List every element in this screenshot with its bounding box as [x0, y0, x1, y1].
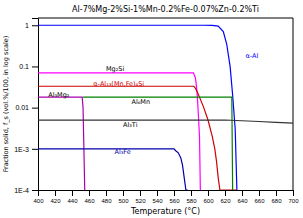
annotation: α-Al — [245, 52, 258, 60]
x-tick: 420 — [50, 190, 61, 204]
x-tick-label: 660 — [254, 198, 265, 204]
y-tick: 0.1 — [19, 63, 38, 70]
x-tick: 660 — [254, 190, 265, 204]
x-tick-label: 420 — [50, 198, 61, 204]
series-line — [38, 73, 200, 190]
x-tick: 520 — [135, 190, 146, 204]
annotation: α-Al₁₃(Mn,Fe)₄Si — [93, 80, 144, 88]
y-tick-mark — [32, 108, 38, 109]
series-line — [38, 25, 237, 190]
x-tick: 640 — [237, 190, 248, 204]
x-tick-mark — [106, 190, 107, 196]
y-tick-mark — [32, 190, 38, 191]
x-tick: 580 — [186, 190, 197, 204]
x-tick: 480 — [101, 190, 112, 204]
series-line — [83, 97, 233, 190]
y-tick-mark — [32, 149, 38, 150]
x-tick-mark — [293, 190, 294, 196]
series-line — [38, 97, 85, 190]
x-tick: 440 — [67, 190, 78, 204]
y-tick: 1E-3 — [14, 146, 38, 153]
x-tick-mark — [208, 190, 209, 196]
y-axis-title: Fraction solid, f_s (vol.%/100, in log s… — [2, 36, 10, 173]
x-tick-label: 620 — [220, 198, 231, 204]
y-tick: 0.01 — [15, 104, 38, 111]
x-tick-label: 520 — [135, 198, 146, 204]
series-line — [38, 120, 293, 123]
x-tick: 700 — [288, 190, 299, 204]
x-axis: 400 420 440 460 480 500 520 540 560 580 600 620 640 6… — [33, 190, 299, 204]
x-axis-title: Temperature (°C) — [130, 207, 200, 216]
y-tick-label: 1 — [25, 22, 29, 29]
x-tick: 500 — [118, 190, 129, 204]
x-tick-label: 600 — [203, 198, 214, 204]
lines — [38, 25, 293, 190]
y-tick-label: 0.01 — [15, 104, 29, 111]
x-tick-label: 460 — [84, 198, 95, 204]
x-tick-mark — [89, 190, 90, 196]
x-tick-mark — [55, 190, 56, 196]
frame-right — [293, 18, 294, 190]
x-tick-label: 680 — [271, 198, 282, 204]
x-tick-mark — [242, 190, 243, 196]
annotation: Al₃Fe — [115, 148, 131, 156]
x-tick-label: 560 — [169, 198, 180, 204]
annotation: Al₃Ti — [123, 121, 138, 129]
x-tick: 540 — [152, 190, 163, 204]
title: Al-7%Mg-2%Si-1%Mn-0.2%Fe-0.07%Zn-0.2%Ti — [72, 5, 259, 14]
x-tick-label: 700 — [288, 198, 299, 204]
x-tick-label: 540 — [152, 198, 163, 204]
x-tick-mark — [191, 190, 192, 196]
x-tick: 560 — [169, 190, 180, 204]
y-axis-line — [32, 19, 39, 191]
annotation: Al₃Mg₂ — [48, 91, 70, 99]
y-tick: 1 — [25, 22, 38, 29]
x-tick-label: 440 — [67, 198, 78, 204]
x-tick-mark — [259, 190, 260, 196]
x-axis-line — [39, 191, 294, 197]
x-tick-mark — [174, 190, 175, 196]
series-line — [38, 86, 237, 190]
frame-top — [38, 18, 293, 19]
x-tick: 400 — [33, 190, 44, 204]
x-tick-label: 480 — [101, 198, 112, 204]
x-tick: 620 — [220, 190, 231, 204]
x-tick-mark — [123, 190, 124, 196]
x-tick: 600 — [203, 190, 214, 204]
y-axis: 1E-4 1E-3 0.01 0.1 1 — [14, 19, 38, 194]
x-tick: 460 — [84, 190, 95, 204]
annotation: Mg₂Si — [106, 65, 124, 73]
x-tick-mark — [276, 190, 277, 196]
y-tick: 1E-4 — [14, 187, 38, 194]
x-tick-label: 500 — [118, 198, 129, 204]
y-tick-label: 1E-4 — [14, 187, 29, 194]
chart: 400 420 440 460 480 500 520 540 560 580 600 620 640 6… — [0, 0, 303, 218]
plot: 400 420 440 460 480 500 520 540 560 580 600 620 640 6… — [14, 18, 299, 204]
annotation: Al₆Mn — [132, 98, 151, 106]
x-tick-mark — [225, 190, 226, 196]
x-tick-label: 400 — [33, 198, 44, 204]
annotations: α-Al Mg₂Si α-Al₁₃(Mn,Fe)₄Si Al₃Mg₂ Al₆Mn Al₃T… — [48, 52, 258, 156]
x-tick-label: 640 — [237, 198, 248, 204]
x-tick-mark — [140, 190, 141, 196]
x-tick: 680 — [271, 190, 282, 204]
y-tick-label: 0.1 — [19, 63, 29, 70]
x-tick-label: 580 — [186, 198, 197, 204]
y-tick-mark — [32, 66, 38, 67]
y-tick-label: 1E-3 — [14, 146, 29, 153]
x-tick-mark — [72, 190, 73, 196]
series-line — [38, 149, 188, 190]
y-tick-mark — [32, 25, 38, 26]
x-tick-mark — [157, 190, 158, 196]
